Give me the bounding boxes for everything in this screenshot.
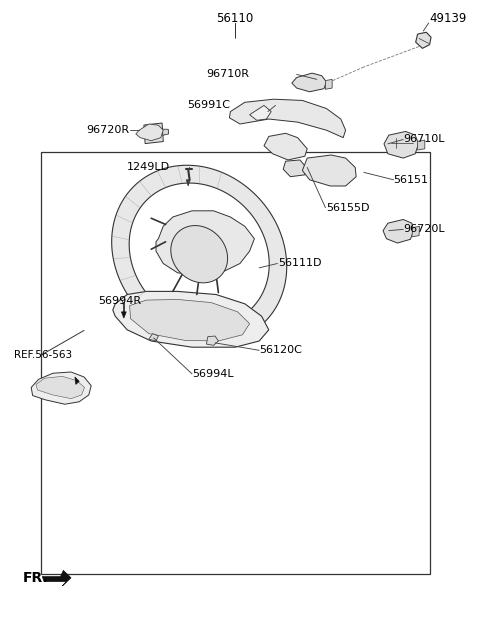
Polygon shape	[136, 124, 163, 141]
Text: 56120C: 56120C	[259, 345, 302, 355]
Text: 56155D: 56155D	[326, 203, 370, 213]
Polygon shape	[325, 79, 332, 89]
Polygon shape	[112, 166, 287, 343]
Polygon shape	[162, 129, 168, 135]
Polygon shape	[302, 155, 356, 186]
Polygon shape	[283, 160, 306, 177]
Polygon shape	[130, 299, 250, 341]
Polygon shape	[156, 211, 254, 276]
Polygon shape	[250, 105, 271, 120]
Polygon shape	[171, 226, 228, 283]
Polygon shape	[383, 219, 414, 243]
Text: 96710R: 96710R	[206, 69, 250, 79]
Polygon shape	[149, 334, 158, 341]
Polygon shape	[416, 32, 431, 48]
Text: 56994L: 56994L	[192, 369, 234, 379]
Text: 96710L: 96710L	[403, 135, 444, 144]
Polygon shape	[31, 372, 91, 404]
Polygon shape	[412, 226, 420, 237]
Polygon shape	[229, 99, 346, 138]
Text: 56110: 56110	[216, 12, 254, 25]
Text: 56151: 56151	[394, 175, 429, 185]
Polygon shape	[75, 377, 79, 384]
Polygon shape	[129, 183, 269, 326]
Polygon shape	[292, 73, 326, 92]
Polygon shape	[121, 312, 126, 318]
Polygon shape	[144, 123, 163, 144]
Text: 56991C: 56991C	[187, 100, 230, 110]
Polygon shape	[206, 336, 218, 345]
Text: 56994R: 56994R	[98, 296, 142, 306]
Text: 96720L: 96720L	[403, 224, 445, 234]
Bar	[41, 152, 430, 574]
Text: FR.: FR.	[23, 571, 49, 585]
Polygon shape	[36, 376, 84, 399]
Polygon shape	[42, 570, 71, 586]
Polygon shape	[264, 133, 307, 160]
Text: 56111D: 56111D	[278, 259, 322, 268]
Text: 49139: 49139	[430, 12, 467, 25]
Text: REF.56-563: REF.56-563	[14, 350, 72, 360]
Polygon shape	[113, 291, 269, 347]
Polygon shape	[186, 180, 190, 186]
Polygon shape	[384, 131, 419, 158]
Polygon shape	[418, 140, 425, 150]
Text: 96720R: 96720R	[86, 125, 130, 135]
Text: 1249LD: 1249LD	[127, 162, 170, 172]
